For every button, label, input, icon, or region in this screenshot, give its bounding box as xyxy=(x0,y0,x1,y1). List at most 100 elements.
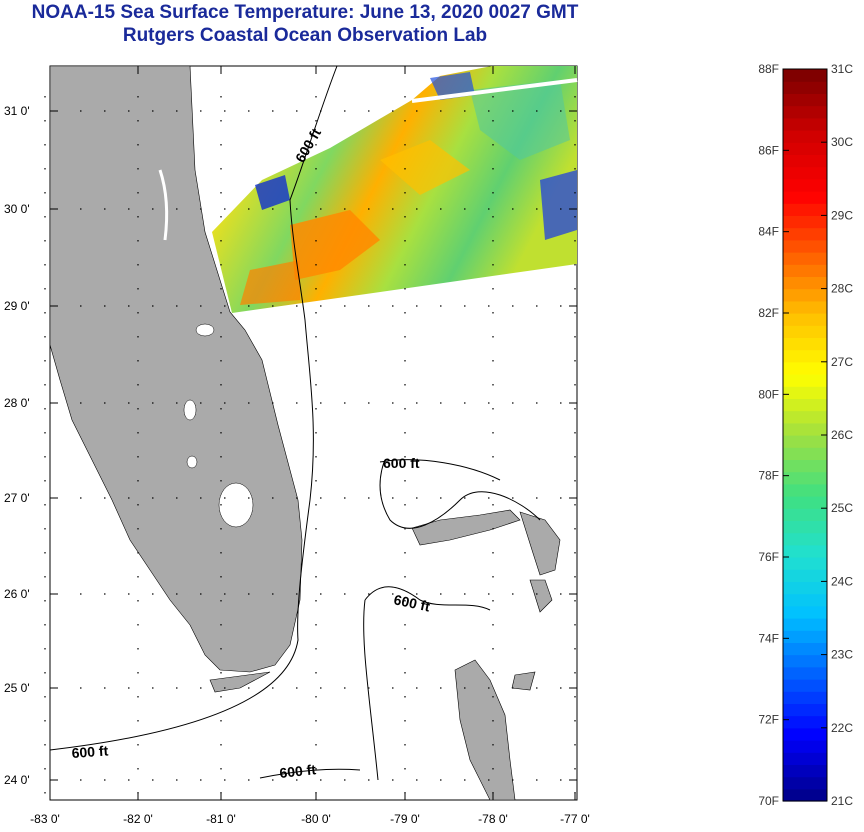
colorbar-swatch xyxy=(783,276,827,290)
colorbar-swatch xyxy=(783,398,827,412)
colorbar-swatch xyxy=(783,740,827,753)
colorbar-swatch xyxy=(783,252,827,265)
lon-tick-label: -80 0' xyxy=(301,812,331,826)
lon-tick-label: -77 0' xyxy=(560,812,590,826)
fahrenheit-tick-label: 88F xyxy=(758,62,779,76)
lat-tick-label: 25 0' xyxy=(4,681,30,695)
colorbar-swatch xyxy=(783,361,827,375)
colorbar-swatch xyxy=(783,581,827,595)
lon-tick-label: -83 0' xyxy=(30,812,60,826)
celsius-tick-label: 24C xyxy=(831,574,853,588)
colorbar-swatch xyxy=(783,105,827,119)
colorbar-swatch xyxy=(783,288,827,302)
lakes xyxy=(158,169,254,528)
celsius-tick-label: 29C xyxy=(831,208,853,222)
colorbar-swatch xyxy=(783,788,827,802)
fahrenheit-tick-label: 72F xyxy=(758,713,779,727)
colorbar-swatch xyxy=(783,618,827,631)
colorbar-swatch xyxy=(783,471,827,485)
colorbar-swatch xyxy=(783,508,827,521)
lat-tick-label: 30 0' xyxy=(4,202,30,216)
colorbar-swatch xyxy=(783,130,827,143)
colorbar-swatch xyxy=(783,154,827,168)
map-subtitle: Rutgers Coastal Ocean Observation Lab xyxy=(122,25,488,46)
celsius-tick-label: 28C xyxy=(831,282,853,296)
contour-label-5: 600 ft xyxy=(279,761,317,781)
colorbar-swatch xyxy=(783,81,827,94)
colorbar-swatch xyxy=(783,447,827,460)
colorbar-swatch xyxy=(783,349,827,363)
lon-tick-labels: -83 0' -82 0' -81 0' -80 0' -79 0' -78 0' -77 … xyxy=(30,812,590,826)
colorbar-swatch xyxy=(783,313,827,326)
contour-label-3: 600 ft xyxy=(392,591,431,614)
colorbar-swatch xyxy=(783,752,827,765)
colorbar-swatch xyxy=(783,593,827,607)
map-title: NOAA-15 Sea Surface Temperature: June 13… xyxy=(31,2,579,23)
celsius-tick-label: 27C xyxy=(831,355,853,369)
colorbar-swatch xyxy=(783,715,827,729)
lat-tick-label: 28 0' xyxy=(4,396,30,410)
lake-okeechobee xyxy=(218,482,254,528)
colorbar-swatch xyxy=(783,178,827,192)
contour-label-2: 600 ft xyxy=(383,455,420,471)
sst-swath xyxy=(212,66,578,313)
lon-tick-label: -81 0' xyxy=(206,812,236,826)
colorbar-swatch xyxy=(783,166,827,180)
celsius-tick-label: 25C xyxy=(831,501,853,515)
colorbar-swatch xyxy=(783,300,827,314)
florida-keys xyxy=(209,671,271,693)
colorbar-swatch xyxy=(783,532,827,546)
lat-tick-label: 24 0' xyxy=(4,773,30,787)
fahrenheit-tick-label: 70F xyxy=(758,794,779,808)
colorbar-swatch xyxy=(783,544,827,558)
colorbar-swatch xyxy=(783,239,827,253)
fahrenheit-tick-label: 84F xyxy=(758,225,779,239)
celsius-tick-label: 21C xyxy=(831,794,853,808)
lon-tick-label: -78 0' xyxy=(478,812,508,826)
fahrenheit-tick-label: 78F xyxy=(758,469,779,483)
fahrenheit-tick-label: 74F xyxy=(758,631,779,645)
lon-tick-label: -82 0' xyxy=(123,812,153,826)
berry-islands xyxy=(511,671,536,691)
abaco xyxy=(519,511,561,576)
colorbar-swatch xyxy=(783,483,827,497)
bathymetry-contours xyxy=(49,65,541,781)
colorbar-swatch xyxy=(783,203,827,216)
colorbar-swatch xyxy=(783,557,827,570)
lat-tick-label: 31 0' xyxy=(4,104,30,118)
colorbar-swatch xyxy=(783,422,827,436)
colorbar-swatch xyxy=(783,520,827,534)
colorbar-swatch xyxy=(783,325,827,338)
celsius-tick-label: 23C xyxy=(831,648,853,662)
celsius-tick-label: 22C xyxy=(831,721,853,735)
colorbar-swatch xyxy=(783,337,827,351)
celsius-tick-label: 31C xyxy=(831,62,853,76)
colorbar-swatch xyxy=(783,215,827,229)
lon-tick-label: -79 0' xyxy=(390,812,420,826)
colorbar-swatch xyxy=(783,703,827,717)
fahrenheit-tick-label: 76F xyxy=(758,550,779,564)
colorbar-swatch xyxy=(783,691,827,704)
grand-bahama xyxy=(411,509,521,546)
fahrenheit-labels: 88F 86F 84F 82F 80F 78F 76F 74F 72F 70F xyxy=(758,62,789,808)
colorbar-swatch xyxy=(783,496,827,509)
colorbar-swatch xyxy=(783,776,827,790)
colorbar-swatch xyxy=(783,374,827,387)
lat-tick-labels: 24 0' 25 0' 26 0' 27 0' 28 0' 29 0' 30 0' 31 0' xyxy=(4,104,30,787)
colorbar-swatch xyxy=(783,117,827,131)
colorbar-swatch xyxy=(783,69,827,82)
sst-map: 600 ft 600 ft 600 ft 600 ft 600 ft -83 0… xyxy=(4,65,590,826)
fahrenheit-tick-label: 82F xyxy=(758,306,779,320)
eleuthera xyxy=(529,579,553,613)
colorbar-swatch xyxy=(783,264,827,277)
colorbar-swatch xyxy=(783,666,827,680)
celsius-labels: 31C 30C 29C 28C 27C 26C 25C 24C 23C 22C 21C xyxy=(821,62,853,808)
fahrenheit-tick-label: 86F xyxy=(758,143,779,157)
colorbar-swatch xyxy=(783,227,827,241)
colorbar-swatch xyxy=(783,679,827,692)
colorbar-swatches xyxy=(783,69,827,802)
colorbar-swatch xyxy=(783,93,827,107)
colorbar-swatch xyxy=(783,142,827,155)
contour-label-4: 600 ft xyxy=(71,742,109,761)
temperature-colorbar: 88F 86F 84F 82F 80F 78F 76F 74F 72F 70F 31C 30C 29C… xyxy=(758,62,853,808)
